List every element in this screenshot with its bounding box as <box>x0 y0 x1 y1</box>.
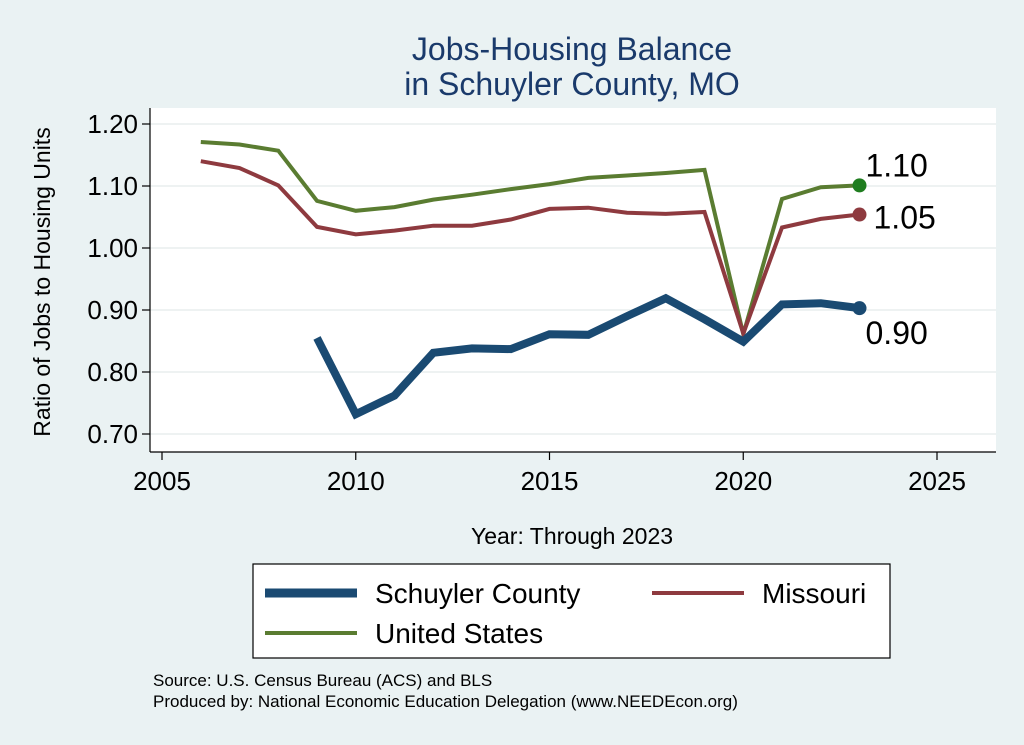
end-point-missouri <box>852 207 867 222</box>
x-tick-label: 2010 <box>327 466 385 496</box>
x-tick-label: 2015 <box>521 466 579 496</box>
y-tick-label: 0.70 <box>87 419 138 449</box>
legend: Schuyler County Missouri United States <box>252 563 891 659</box>
y-axis-label: Ratio of Jobs to Housing Units <box>29 127 55 436</box>
axes: 0.70 0.80 0.90 1.00 1.10 1.20 2005 2010 2015 2020… <box>87 108 996 496</box>
end-label-missouri: 1.05 <box>874 200 936 236</box>
end-point-schuyler <box>852 301 867 316</box>
y-tick-label: 0.90 <box>87 295 138 325</box>
x-tick-label: 2020 <box>714 466 772 496</box>
legend-label-missouri: Missouri <box>762 578 866 609</box>
legend-box <box>252 563 891 659</box>
end-labels: 0.90 1.05 1.10 <box>852 147 936 351</box>
source-line: Source: U.S. Census Bureau (ACS) and BLS <box>153 671 493 690</box>
producer-line: Produced by: National Economic Education… <box>153 692 738 711</box>
x-tick-label: 2025 <box>908 466 966 496</box>
y-tick-label: 1.20 <box>87 109 138 139</box>
x-axis-label: Year: Through 2023 <box>471 523 673 549</box>
x-tick-label: 2005 <box>133 466 191 496</box>
end-label-us: 1.10 <box>866 147 928 183</box>
chart-title-line-2: in Schuyler County, MO <box>404 66 740 102</box>
chart-title-line-1: Jobs-Housing Balance <box>412 31 732 67</box>
end-point-us <box>852 178 867 193</box>
y-tick-label: 1.00 <box>87 233 138 263</box>
series-lines <box>200 140 861 420</box>
end-label-schuyler: 0.90 <box>866 315 928 351</box>
legend-label-schuyler: Schuyler County <box>375 578 580 609</box>
series-line-schuyler <box>313 293 861 420</box>
y-tick-label: 0.80 <box>87 357 138 387</box>
gridlines <box>150 123 996 435</box>
legend-label-us: United States <box>375 618 543 649</box>
series-line-missouri <box>200 159 860 340</box>
y-tick-label: 1.10 <box>87 171 138 201</box>
